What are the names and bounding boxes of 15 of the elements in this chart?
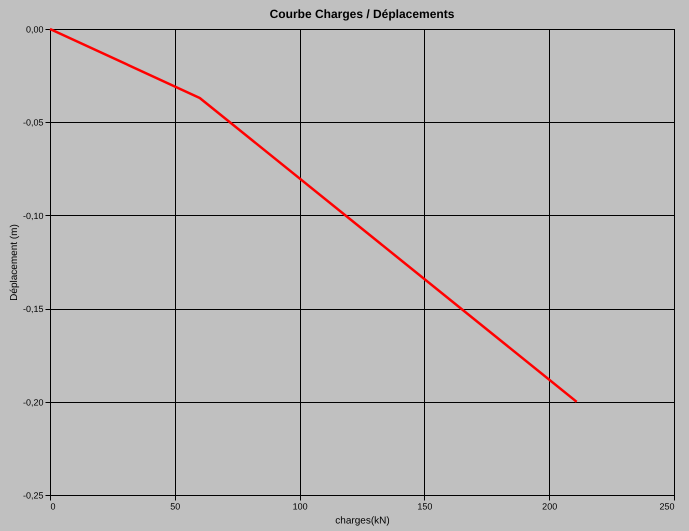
x-tick-label: 150 [417, 502, 432, 512]
y-tick-label: -0,15 [22, 304, 44, 314]
y-axis-title: Déplacement (m) [8, 224, 20, 301]
y-tick-label: -0,25 [22, 490, 44, 500]
y-tick-label: -0,20 [22, 397, 44, 408]
x-tick-label: 0 [50, 502, 56, 512]
x-tick-label: 200 [542, 502, 558, 512]
x-tick-label: 100 [292, 502, 308, 512]
y-tick-label: -0,05 [22, 118, 44, 128]
y-tick-label: 0,00 [26, 24, 44, 34]
y-tick-label: -0,10 [22, 210, 44, 221]
chart-title: Courbe Charges / Déplacements [270, 7, 455, 21]
x-axis-title: charges(kN) [335, 516, 390, 526]
x-tick-label: 250 [659, 502, 674, 512]
x-tick-label: 50 [170, 502, 180, 512]
